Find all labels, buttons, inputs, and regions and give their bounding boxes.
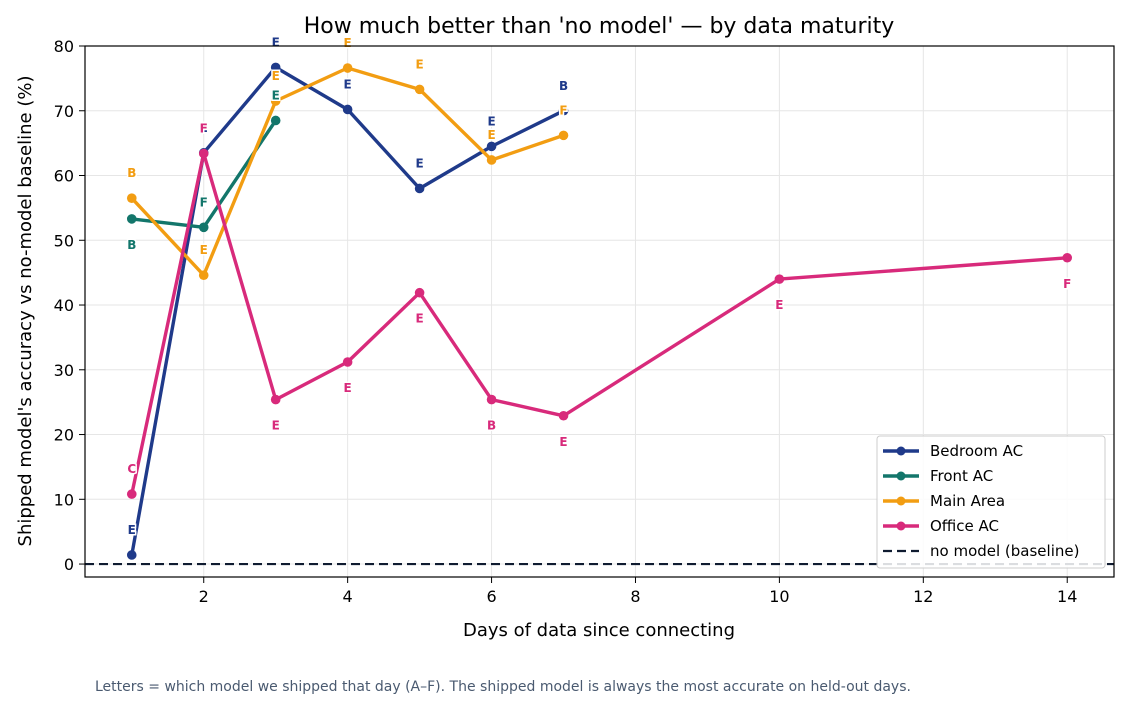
- legend-label-main-area: Main Area: [930, 492, 1005, 510]
- point-label-bedroom-ac: E: [487, 114, 495, 128]
- point-label-office-ac: E: [559, 435, 567, 449]
- plot-frame: [84, 45, 1115, 578]
- data-point-office-ac: [270, 394, 281, 405]
- data-point-front-ac: [126, 214, 137, 224]
- point-label-main-area: E: [416, 57, 424, 71]
- data-point-bedroom-ac: [342, 104, 353, 115]
- point-label-bedroom-ac: E: [200, 121, 208, 135]
- data-point-bedroom-ac: [558, 105, 569, 116]
- point-label-office-ac: E: [272, 419, 280, 433]
- data-point-office-ac: [342, 357, 353, 367]
- legend-label-office-ac: Office AC: [930, 517, 999, 535]
- data-point-front-ac: [198, 222, 209, 233]
- point-label-front-ac: B: [127, 238, 136, 252]
- legend-marker-office-ac: [896, 521, 906, 531]
- data-point-bedroom-ac: [270, 62, 281, 73]
- point-label-main-area: E: [344, 36, 352, 50]
- data-point-main-area: [414, 84, 425, 95]
- data-point-main-area: [126, 193, 137, 203]
- data-point-bedroom-ac: [414, 183, 425, 194]
- point-label-office-ac: C: [127, 462, 136, 476]
- point-label-main-area: F: [559, 103, 567, 117]
- y-tick-label: 0: [64, 555, 74, 574]
- x-axis-label: Days of data since connecting: [463, 620, 735, 641]
- x-tick-label: 2: [199, 587, 209, 606]
- data-point-office-ac: [1062, 252, 1073, 263]
- point-label-office-ac: E: [416, 312, 424, 326]
- legend-marker-main-area: [896, 496, 906, 506]
- legend-label-bedroom-ac: Bedroom AC: [930, 442, 1023, 460]
- data-point-office-ac: [774, 274, 785, 284]
- point-label-office-ac: E: [775, 298, 783, 312]
- y-tick-label: 20: [54, 426, 74, 445]
- point-label-main-area: E: [200, 243, 208, 257]
- data-point-office-ac: [486, 394, 497, 405]
- point-label-front-ac: F: [200, 195, 208, 209]
- point-label-front-ac: E: [272, 88, 280, 102]
- point-label-bedroom-ac: E: [272, 35, 280, 49]
- x-axis-ticks: 2 4 6 8 10 12 14: [199, 577, 1077, 606]
- data-point-office-ac: [198, 148, 209, 159]
- point-label-bedroom-ac: E: [416, 156, 424, 170]
- y-tick-label: 80: [54, 37, 74, 56]
- point-label-office-ac: F: [1063, 277, 1071, 291]
- y-axis-label: Shipped model's accuracy vs no-model bas…: [15, 76, 36, 547]
- x-tick-label: 4: [343, 587, 353, 606]
- point-label-bedroom-ac: E: [128, 523, 136, 537]
- data-point-office-ac: [414, 287, 425, 298]
- legend-label-front-ac: Front AC: [930, 467, 993, 485]
- y-tick-label: 30: [54, 361, 74, 380]
- data-point-main-area: [198, 270, 209, 281]
- x-tick-label: 8: [630, 587, 640, 606]
- legend-box: [876, 435, 1106, 569]
- point-label-main-area: E: [487, 128, 495, 142]
- y-tick-label: 60: [54, 167, 74, 186]
- legend-label-no-model-baseline-: no model (baseline): [930, 542, 1079, 560]
- data-point-main-area: [270, 96, 281, 106]
- data-point-bedroom-ac: [486, 141, 497, 152]
- point-label-bedroom-ac: E: [344, 77, 352, 91]
- data-point-office-ac: [126, 489, 137, 499]
- data-point-main-area: [558, 130, 569, 141]
- point-label-main-area: B: [127, 166, 136, 180]
- x-tick-label: 14: [1057, 587, 1077, 606]
- point-label-office-ac: B: [487, 419, 496, 433]
- y-tick-label: 40: [54, 296, 74, 315]
- x-tick-label: 6: [486, 587, 496, 606]
- x-tick-label: 10: [769, 587, 789, 606]
- legend: Bedroom AC Front AC Main Area Office AC no m…: [876, 435, 1106, 569]
- data-point-office-ac: [558, 410, 569, 421]
- y-tick-label: 10: [54, 490, 74, 509]
- y-tick-label: 70: [54, 102, 74, 121]
- legend-marker-bedroom-ac: [896, 446, 906, 456]
- y-axis-ticks: 0 10 20 30 40 50 60 70 80: [54, 37, 85, 574]
- point-label-office-ac: F: [200, 121, 208, 135]
- chart-title: How much better than 'no model' — by dat…: [304, 14, 895, 39]
- y-tick-label: 50: [54, 231, 74, 250]
- x-tick-label: 12: [913, 587, 933, 606]
- point-label-bedroom-ac: B: [559, 79, 568, 93]
- data-point-main-area: [486, 155, 497, 165]
- grid: [85, 45, 1114, 577]
- series-layer: [126, 62, 1073, 560]
- point-label-office-ac: E: [344, 381, 352, 395]
- data-point-front-ac: [270, 115, 281, 126]
- point-label-main-area: E: [272, 69, 280, 83]
- legend-marker-front-ac: [896, 471, 906, 481]
- footnote: Letters = which model we shipped that da…: [95, 679, 911, 695]
- data-point-bedroom-ac: [126, 550, 137, 560]
- data-point-main-area: [342, 63, 353, 73]
